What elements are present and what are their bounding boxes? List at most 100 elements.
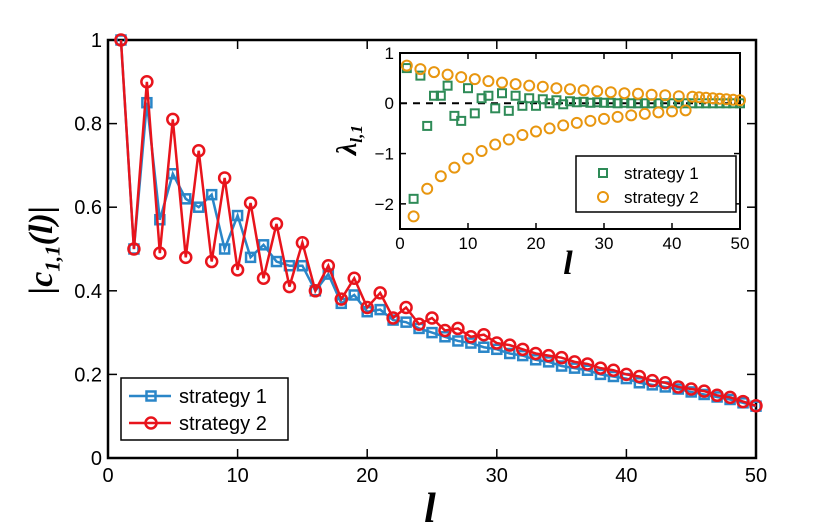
data-point [557,119,570,132]
data-point [490,336,504,350]
data-point [455,71,468,84]
data-point [612,98,623,109]
data-point [659,89,672,102]
data-point [483,90,494,101]
data-point [679,104,692,117]
data-point [373,286,387,300]
data-point [607,370,620,383]
y-tick-label: 0.6 [74,197,102,219]
data-point [415,70,426,81]
data-point [599,97,609,108]
data-point [438,323,452,338]
data-point [456,115,467,126]
data-point [399,300,413,315]
data-point [598,112,610,125]
data-point [543,122,556,135]
legend-marker [598,168,608,178]
data-point [422,120,433,131]
data-point [477,327,491,342]
data-point [673,98,684,109]
data-point [504,347,516,360]
data-point [414,63,427,76]
data-point [425,311,439,325]
data-point [568,362,581,374]
legend-label: strategy 2 [179,413,267,435]
data-point [723,390,737,405]
data-point [452,335,464,347]
data-point [639,98,650,109]
data-point [645,373,660,388]
data-point [594,368,607,381]
y-label-prefix: |c [23,272,60,295]
data-point [348,289,360,301]
data-point [684,382,698,396]
data-point [571,97,582,108]
x-tick-label: 10 [226,465,248,487]
data-point [179,250,193,265]
data-point [256,271,271,286]
data-point [706,92,719,105]
data-point [230,263,245,277]
x-tick-label: 20 [527,234,546,253]
data-point [231,209,244,222]
data-point [565,96,575,107]
data-point [523,79,536,92]
data-point [727,93,740,106]
y-tick-label: 0.8 [74,114,102,136]
data-point [517,100,528,111]
data-point [672,90,685,103]
data-point [530,125,542,138]
data-point [524,93,535,104]
series-line [119,39,757,407]
data-point [516,349,529,362]
data-point [243,196,258,210]
data-point [407,210,420,223]
data-point [658,376,673,390]
data-point [270,255,283,268]
legend-marker [597,191,609,203]
data-point [680,98,691,109]
data-point [686,90,699,103]
data-point [694,98,705,109]
data-point [581,364,594,376]
data-point [490,103,501,114]
data-point [412,317,426,331]
data-point [593,361,608,375]
data-point [736,394,750,409]
data-point [618,87,631,100]
data-point [154,213,166,226]
data-point [400,316,412,328]
data-point [205,188,218,201]
data-point [515,342,530,357]
data-point [386,311,400,325]
x-tick-label: 10 [459,234,478,253]
data-point [503,338,517,352]
data-point [462,152,474,165]
data-point [192,201,205,213]
data-point [578,96,589,107]
data-point [697,384,711,398]
data-point [421,182,434,195]
y-tick-label: −2 [375,195,394,214]
y-label-subscript: 1,1 [40,245,64,271]
data-point [451,321,465,336]
data-point [625,109,638,122]
data-point [360,300,374,315]
plot-frame [106,38,758,460]
data-point [426,326,438,339]
data-point [282,279,297,294]
data-point [468,73,481,86]
x-tick-label: 0 [102,465,113,487]
data-point [652,106,665,119]
legend-label: strategy 2 [624,188,699,207]
data-point [334,292,349,306]
data-point [528,346,543,361]
data-point [497,88,507,99]
data-point [204,254,219,269]
data-point [464,330,478,344]
x-tick-label: 40 [663,234,682,253]
y-label-subscript: l,1 [347,125,366,143]
inset-plot: 0 10 20 30 40 50 −2 −1 0 1 strategy 1 strategy 2 l λl… [332,44,749,282]
x-tick-label: 0 [395,234,404,253]
